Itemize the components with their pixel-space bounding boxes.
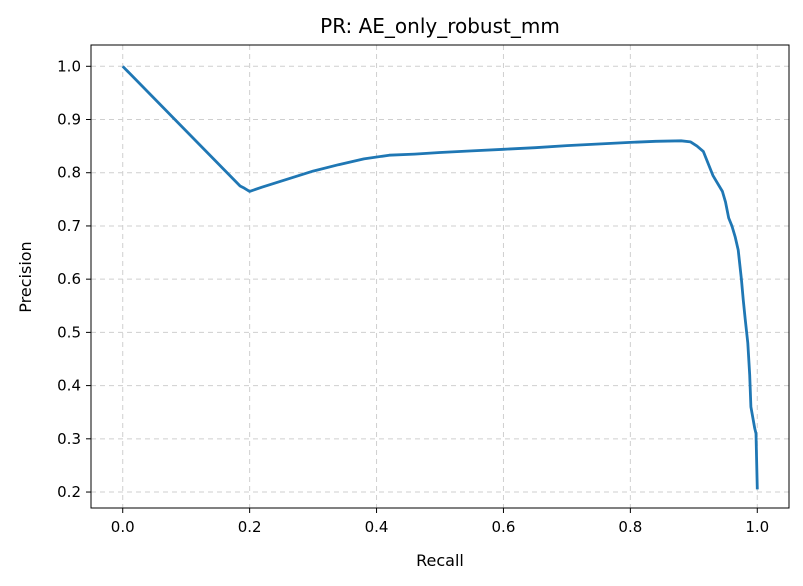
y-tick-label: 0.2 (57, 483, 81, 501)
series-layer (121, 65, 759, 490)
y-axis-ticks: 0.2 0.3 0.4 0.5 0.6 0.7 0.8 0.9 1.0 (57, 57, 91, 501)
plot-frame (90, 44, 790, 509)
x-axis-ticks: 0.0 0.2 0.4 0.6 0.8 1.0 (111, 508, 769, 536)
x-tick-label: 0.6 (492, 518, 516, 536)
y-tick-label: 0.3 (57, 430, 81, 448)
y-tick-label: 0.4 (57, 377, 81, 395)
y-tick-label: 1.0 (57, 57, 81, 75)
x-tick-label: 0.2 (238, 518, 262, 536)
x-tick-label: 0.0 (111, 518, 135, 536)
y-tick-label: 0.6 (57, 270, 81, 288)
x-axis-label: Recall (416, 551, 464, 570)
x-tick-label: 1.0 (745, 518, 769, 536)
x-tick-label: 0.8 (618, 518, 642, 536)
chart-title: PR: AE_only_robust_mm (320, 14, 560, 38)
y-tick-label: 0.5 (57, 323, 81, 341)
y-tick-label: 0.7 (57, 217, 81, 235)
y-axis-label: Precision (16, 241, 35, 312)
x-tick-label: 0.4 (365, 518, 389, 536)
y-tick-label: 0.8 (57, 164, 81, 182)
pr-curve-line (121, 65, 759, 490)
y-tick-label: 0.9 (57, 111, 81, 129)
